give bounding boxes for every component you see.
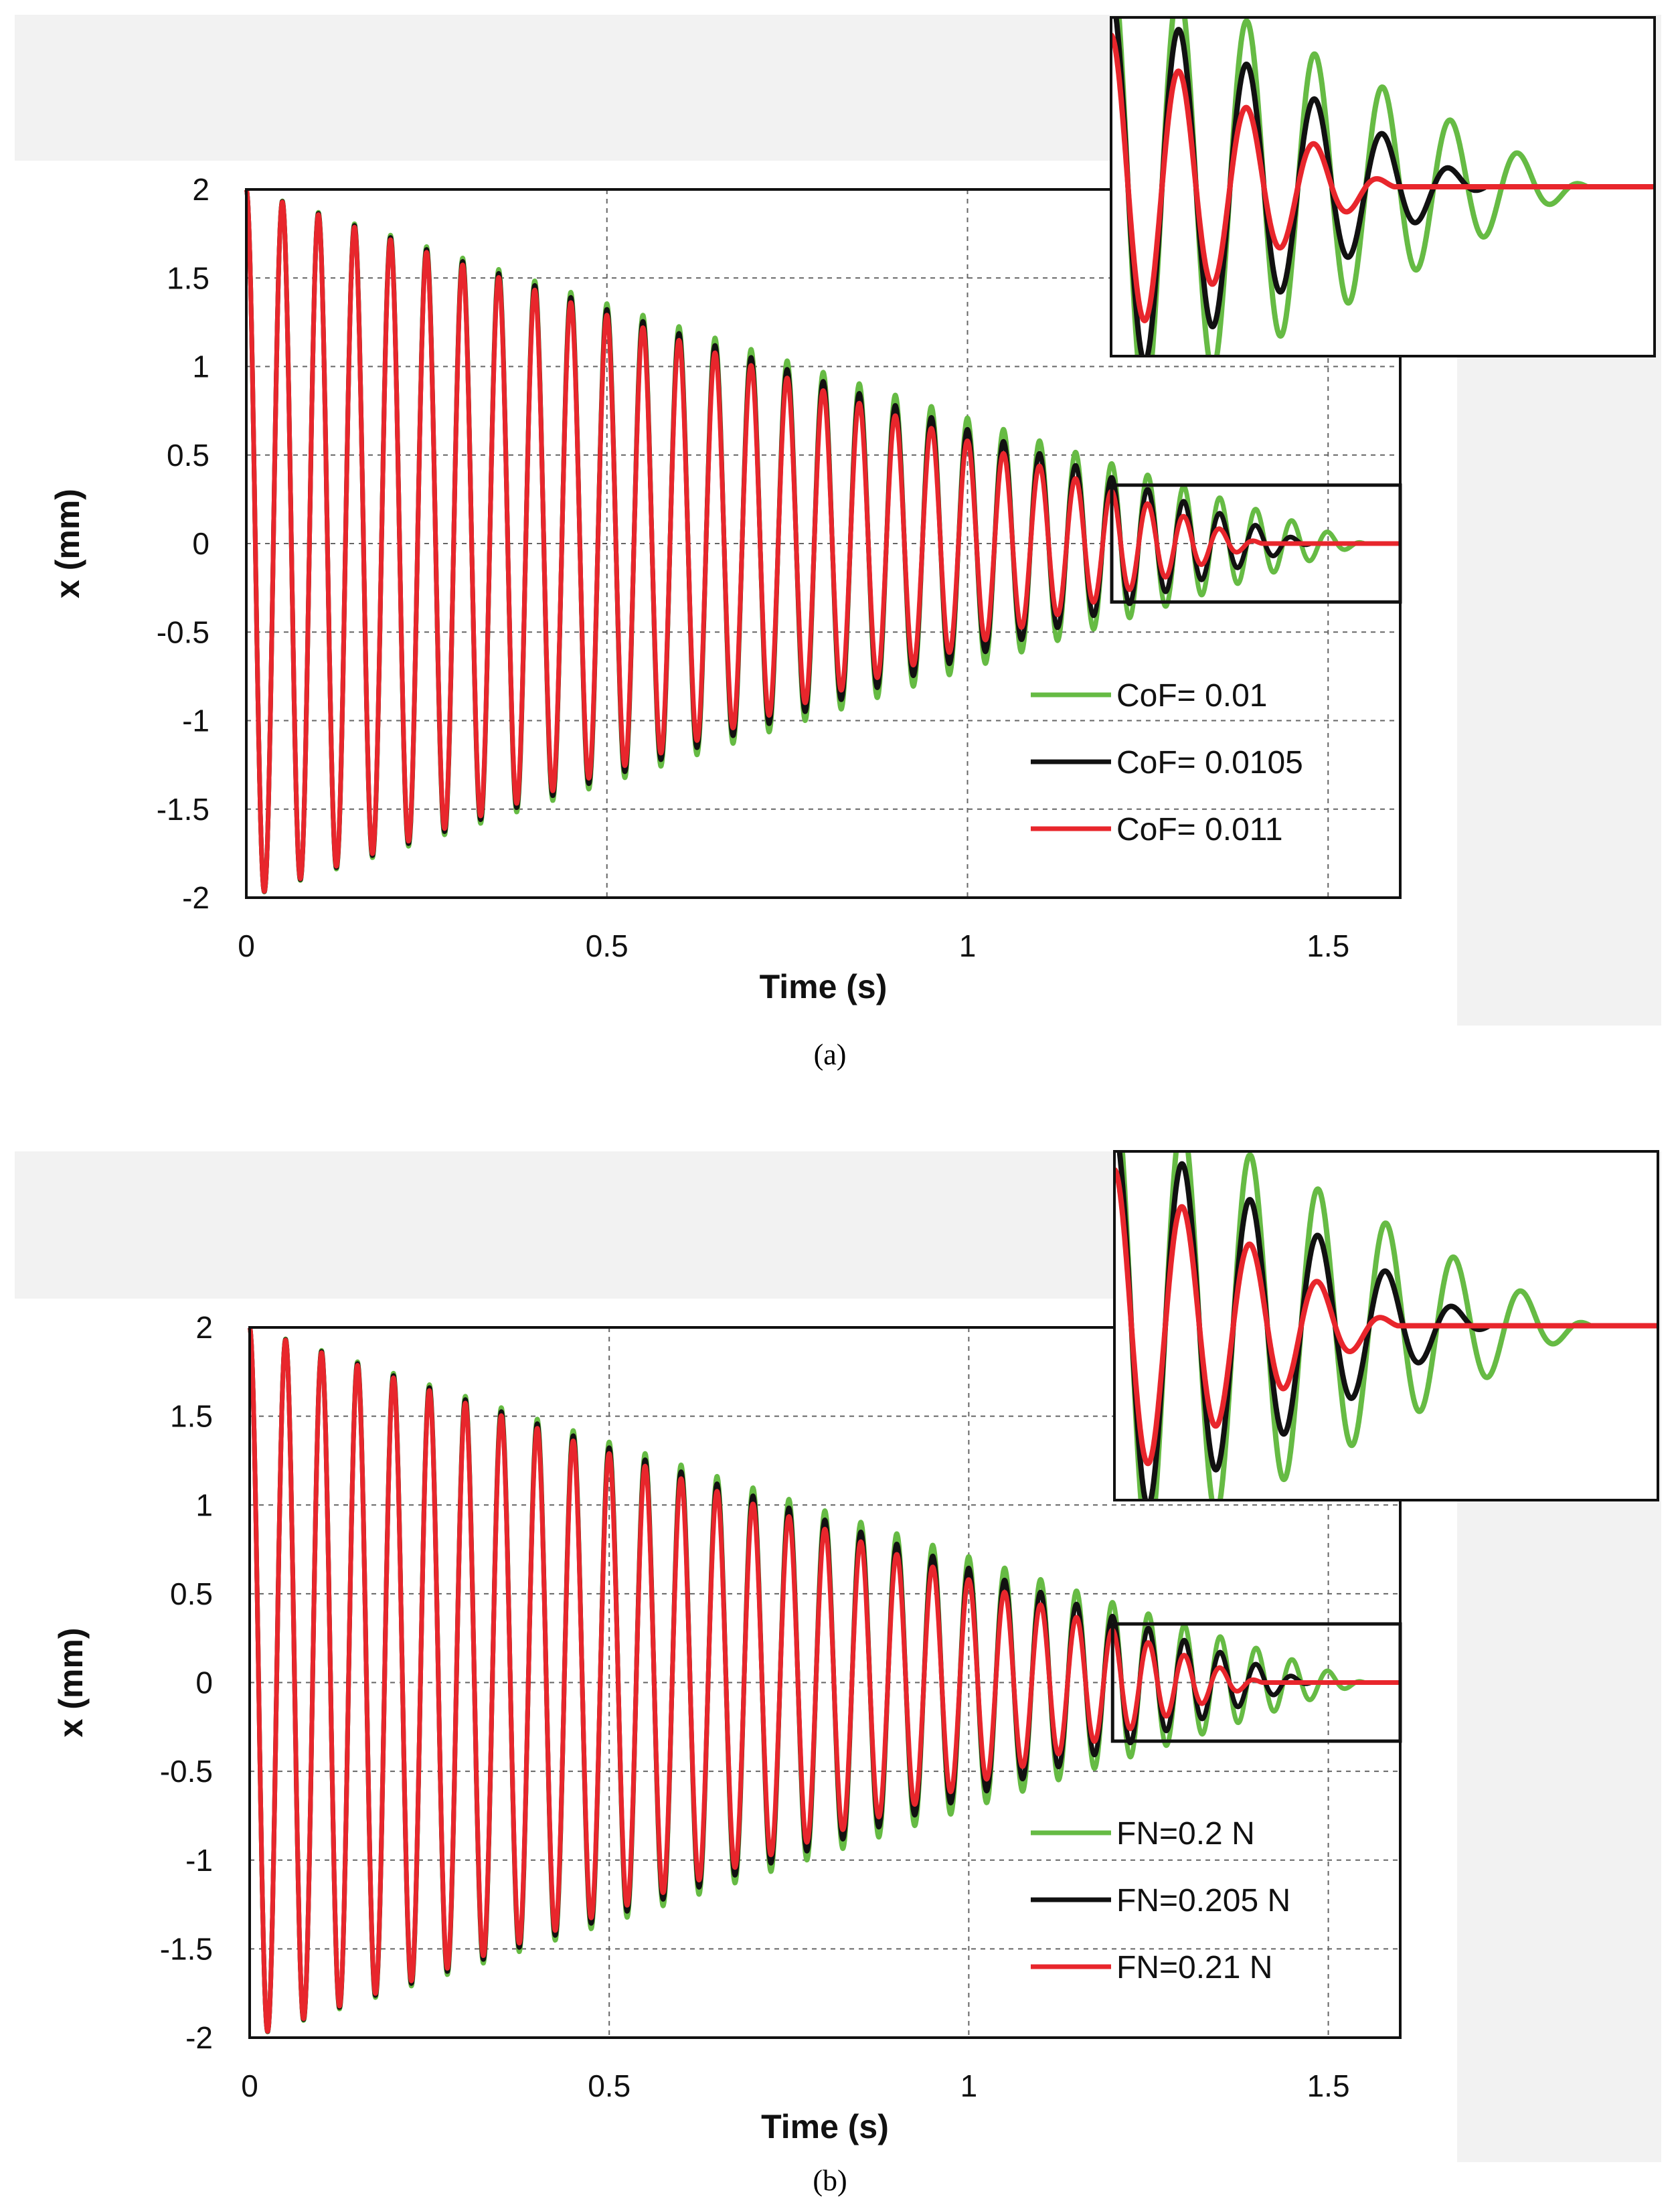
panel-a-y-tick-label: 0.5 — [167, 438, 209, 473]
panel-b-y-tick-label: -1.5 — [160, 1931, 213, 1966]
panel-b-series-line-2 — [247, 1325, 1403, 2034]
panel-b-inset-curves — [1114, 1151, 1658, 1500]
panel-a-legend-label-2: CoF= 0.011 — [1116, 812, 1283, 847]
panel-a-caption: (a) — [813, 1038, 847, 1071]
panel-a-inset — [1110, 16, 1656, 357]
panel-a-inset-series-line-2 — [1111, 32, 1655, 323]
panel-a-y-tick-label: 1 — [192, 349, 209, 384]
panel-b-legend-label-0: FN=0.2 N — [1116, 1816, 1255, 1852]
panel-a-y-tick-label: -1.5 — [157, 792, 209, 827]
panel-a-zoom-box — [1110, 483, 1402, 604]
panel-b-chart: 2 1.5 1 0.5 0 -0.5 -1 -1.5 -2 0 0.5 1 1.5 Time (s) x (… — [52, 1150, 1659, 2145]
panel-a-y-tick-label: -1 — [182, 704, 209, 738]
panel-b-y-tick-label: 1.5 — [170, 1399, 213, 1434]
panel-b-legend-label-1: FN=0.205 N — [1116, 1883, 1290, 1919]
panel-a-x-tick-label: 1 — [959, 928, 977, 963]
panel-a-y-tick-label: 2 — [192, 172, 209, 207]
panel-b-zoom-box — [1110, 1622, 1402, 1743]
panel-b-y-tick-label: -0.5 — [160, 1754, 213, 1789]
panel-b-x-tick-label: 1 — [960, 2068, 978, 2103]
panel-b-legend-label-2: FN=0.21 N — [1116, 1950, 1272, 1985]
panel-b-y-tick-label: -2 — [185, 2020, 213, 2055]
panel-b-y-tick-label: -1 — [185, 1843, 213, 1878]
panel-a-y-tick-label: -2 — [182, 880, 209, 915]
panel-b-y-tick-label: 0.5 — [170, 1576, 213, 1611]
panel-b-inset-series-line-2 — [1114, 1167, 1658, 1467]
panel-a-series-line-2 — [244, 187, 1403, 894]
panel-b-caption: (b) — [813, 2164, 847, 2197]
panel-b-x-tick-label: 0 — [241, 2068, 258, 2103]
panel-b-legend: FN=0.2 N FN=0.205 N FN=0.21 N — [1031, 1816, 1290, 1985]
panel-a-inset-curves — [1111, 17, 1655, 356]
panel-b-inset-frame — [1113, 1150, 1659, 1501]
panel-b-inset — [1113, 1150, 1659, 1501]
panel-a-y-tick-label: -0.5 — [157, 615, 209, 649]
panel-a-chart: 2 1.5 1 0.5 0 -0.5 -1 -1.5 -2 0 0.5 1 1.5 Time (s) x (… — [49, 16, 1656, 1005]
panel-a-x-axis-title: Time (s) — [760, 968, 888, 1005]
panel-b-y-tick-label: 2 — [195, 1310, 213, 1345]
panel-a-legend-label-0: CoF= 0.01 — [1116, 678, 1267, 714]
panel-b-x-tick-label: 0.5 — [588, 2068, 631, 2103]
panel-b-y-tick-label: 1 — [195, 1487, 213, 1522]
panel-a-inset-frame — [1110, 16, 1656, 357]
panel-b-y-axis-title: x (mm) — [52, 1628, 90, 1738]
panel-b-y-tick-label: 0 — [195, 1665, 213, 1700]
panel-a-x-tick-label: 0.5 — [586, 928, 628, 963]
panel-a-y-tick-label: 1.5 — [167, 260, 209, 295]
panel-a-x-tick-label: 0 — [238, 928, 255, 963]
panel-b-x-tick-label: 1.5 — [1307, 2068, 1350, 2103]
panel-a-x-tick-label: 1.5 — [1307, 928, 1349, 963]
panel-a-legend: CoF= 0.01 CoF= 0.0105 CoF= 0.011 — [1031, 678, 1303, 847]
panel-b-x-axis-title: Time (s) — [761, 2108, 889, 2145]
panel-a-y-axis-title: x (mm) — [49, 489, 86, 598]
panel-a-legend-label-1: CoF= 0.0105 — [1116, 745, 1303, 781]
panel-a-y-tick-label: 0 — [192, 526, 209, 561]
